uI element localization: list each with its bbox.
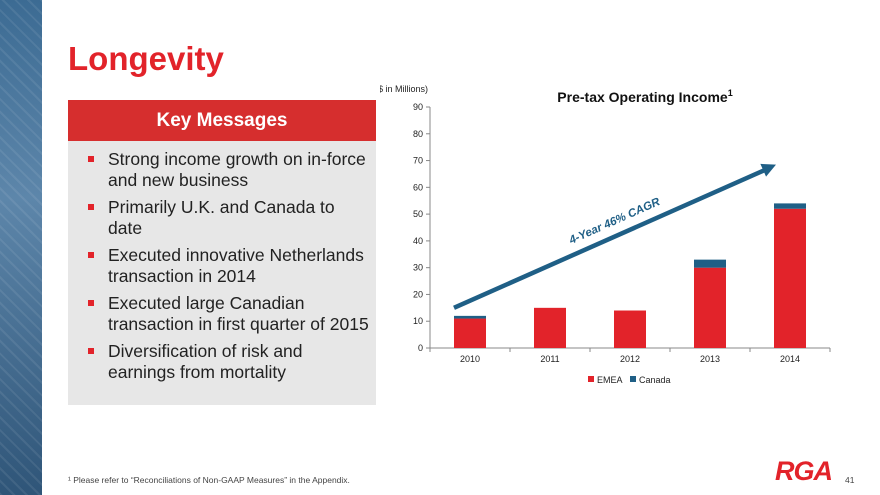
y-tick-label: 20 xyxy=(413,289,423,299)
rga-logo: RGA xyxy=(775,456,833,485)
x-tick-label: 2014 xyxy=(780,354,800,364)
bullet-icon xyxy=(88,252,94,258)
footnote: ¹ Please refer to “Reconciliations of No… xyxy=(68,475,350,485)
bar-emea-2012 xyxy=(614,310,646,348)
x-tick-label: 2013 xyxy=(700,354,720,364)
bullet-icon xyxy=(88,348,94,354)
y-tick-label: 10 xyxy=(413,316,423,326)
y-tick-label: 90 xyxy=(413,102,423,112)
bullet-icon xyxy=(88,156,94,162)
bar-emea-2010 xyxy=(454,318,486,348)
key-message-item: Executed large Canadian transaction in f… xyxy=(88,293,373,335)
x-tick-label: 2010 xyxy=(460,354,480,364)
y-tick-label: 60 xyxy=(413,182,423,192)
legend-label-emea: EMEA xyxy=(597,375,623,385)
cagr-arrow-head xyxy=(760,163,776,177)
svg-text:RGA: RGA xyxy=(775,456,832,485)
key-messages-panel: Key Messages Strong income growth on in-… xyxy=(68,100,376,405)
key-message-item: Executed innovative Netherlands transact… xyxy=(88,245,373,287)
y-tick-label: 50 xyxy=(413,209,423,219)
income-chart: ($ in Millions) Pre-tax Operating Income1… xyxy=(380,84,831,385)
y-tick-label: 0 xyxy=(418,343,423,353)
y-tick-label: 30 xyxy=(413,263,423,273)
x-tick-label: 2011 xyxy=(540,354,559,364)
key-message-item: Strong income growth on in-force and new… xyxy=(88,149,373,191)
key-messages-list: Strong income growth on in-force and new… xyxy=(88,149,373,389)
key-messages-header: Key Messages xyxy=(68,100,376,141)
bar-canada-2014 xyxy=(774,203,806,209)
bar-emea-2011 xyxy=(534,307,566,348)
legend-swatch-emea xyxy=(588,376,594,382)
y-tick-label: 40 xyxy=(413,236,423,246)
legend-swatch-canada xyxy=(630,376,636,382)
decorative-side-strip xyxy=(0,0,42,495)
bar-emea-2014 xyxy=(774,208,806,348)
bar-canada-2010 xyxy=(454,315,486,319)
bullet-icon xyxy=(88,300,94,306)
x-tick-label: 2012 xyxy=(620,354,640,364)
key-message-item: Diversification of risk and earnings fro… xyxy=(88,341,373,383)
slide-title: Longevity xyxy=(68,40,224,77)
page-number: 41 xyxy=(845,475,855,485)
cagr-arrow-line xyxy=(453,166,769,310)
key-message-item: Primarily U.K. and Canada to date xyxy=(88,197,373,239)
legend-label-canada: Canada xyxy=(639,375,671,385)
chart-title: Pre-tax Operating Income1 xyxy=(557,88,732,105)
y-tick-label: 70 xyxy=(413,156,423,166)
units-label: ($ in Millions) xyxy=(380,84,428,94)
y-tick-label: 80 xyxy=(413,129,423,139)
bar-canada-2013 xyxy=(694,259,726,268)
bullet-icon xyxy=(88,204,94,210)
bar-emea-2013 xyxy=(694,267,726,348)
